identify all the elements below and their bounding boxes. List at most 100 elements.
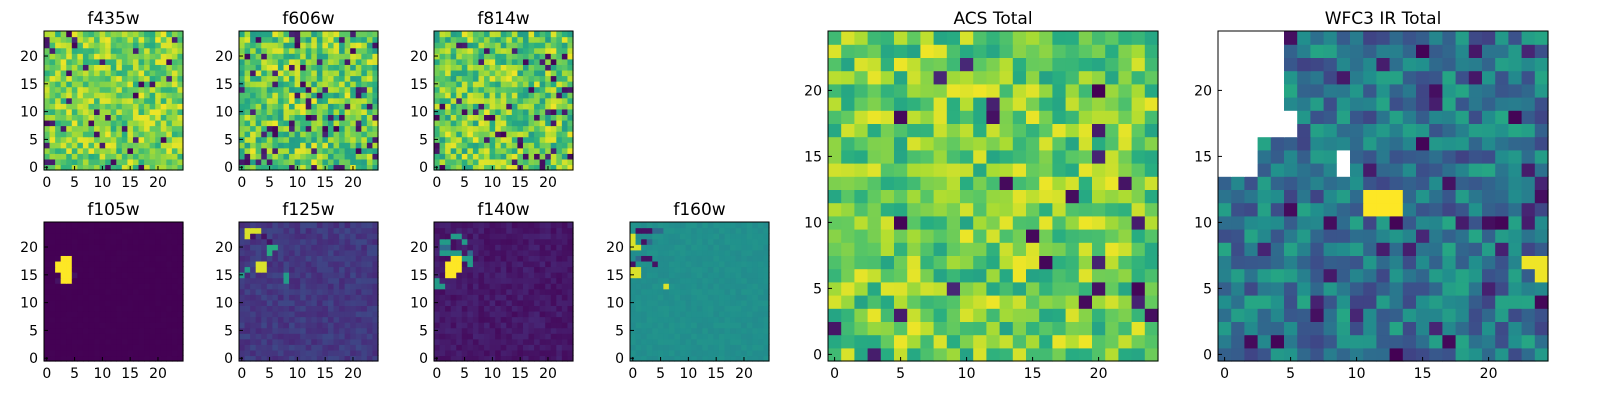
- heatmap-cell: [322, 344, 329, 351]
- heatmap-cell: [506, 349, 513, 357]
- heatmap-cell: [450, 349, 457, 357]
- heatmap-cell: [450, 86, 457, 93]
- heatmap-cell: [355, 136, 362, 143]
- heatmap-cell: [467, 249, 474, 256]
- heatmap-cell: [920, 281, 935, 296]
- heatmap-cell: [920, 176, 935, 190]
- heatmap-cell: [539, 238, 546, 245]
- heatmap-cell: [71, 136, 78, 143]
- heatmap-cell: [160, 86, 167, 93]
- heatmap-cell: [77, 97, 84, 104]
- heatmap-cell: [344, 344, 351, 351]
- heatmap-cell: [685, 233, 692, 240]
- heatmap-cell: [561, 288, 569, 295]
- heatmap-cell: [500, 355, 507, 362]
- heatmap-cell: [138, 86, 145, 93]
- heatmap-cell: [511, 131, 518, 138]
- heatmap-cell: [478, 266, 485, 273]
- heatmap-cell: [450, 266, 457, 273]
- heatmap-cell: [467, 305, 474, 312]
- heatmap-cell: [680, 222, 687, 229]
- heatmap-cell: [66, 108, 73, 115]
- heatmap-cell: [322, 255, 329, 262]
- heatmap-cell: [149, 272, 156, 279]
- heatmap-cell: [266, 255, 273, 262]
- heatmap-cell: [127, 294, 134, 301]
- heatmap-cell: [49, 277, 56, 284]
- heatmap-cell: [461, 288, 468, 295]
- heatmap-cell: [88, 153, 95, 160]
- heatmap-cell: [495, 333, 502, 340]
- heatmap-cell: [344, 272, 351, 279]
- heatmap-cell: [66, 322, 73, 329]
- heatmap-cell: [300, 58, 307, 65]
- heatmap-cell: [372, 227, 379, 234]
- heatmap-cell: [155, 227, 162, 234]
- heatmap-cell: [752, 249, 759, 256]
- heatmap-cell: [450, 249, 457, 256]
- heatmap-cell: [522, 305, 530, 312]
- heatmap-cell: [467, 266, 474, 273]
- heatmap-cell: [60, 294, 67, 301]
- heatmap-cell: [973, 163, 987, 177]
- heatmap-cell: [366, 92, 374, 99]
- heatmap-cell: [478, 288, 485, 295]
- heatmap-cell: [333, 327, 340, 334]
- heatmap-cell: [66, 131, 73, 138]
- heatmap-cell: [556, 305, 563, 312]
- heatmap-cell: [305, 338, 312, 345]
- heatmap-cell: [561, 31, 569, 38]
- heatmap-cell: [116, 147, 123, 154]
- heatmap-cell: [522, 31, 530, 38]
- heatmap-cell: [99, 277, 106, 284]
- heatmap-cell: [66, 58, 73, 65]
- heatmap-cell: [467, 277, 474, 284]
- heatmap-cell: [88, 322, 95, 329]
- heatmap-cell: [110, 142, 117, 149]
- heatmap-cell: [44, 147, 51, 154]
- heatmap-cell: [691, 266, 698, 273]
- x-tick-label: 5: [656, 366, 665, 382]
- heatmap-cell: [635, 233, 642, 240]
- heatmap-cell: [1131, 136, 1146, 151]
- heatmap-cell: [439, 272, 446, 279]
- heatmap-cell: [550, 244, 557, 251]
- heatmap-cell: [110, 322, 117, 329]
- heatmap-cell: [517, 260, 524, 268]
- heatmap-cell: [105, 147, 112, 154]
- heatmap-cell: [138, 158, 145, 166]
- heatmap-cell: [567, 238, 574, 245]
- heatmap-cell: [60, 305, 67, 312]
- heatmap-cell: [160, 305, 167, 312]
- heatmap-cell: [707, 349, 714, 357]
- heatmap-cell: [60, 327, 67, 334]
- heatmap-cell: [1092, 229, 1106, 243]
- heatmap-cell: [439, 75, 446, 82]
- heatmap-cell: [467, 260, 474, 268]
- heatmap-cell: [545, 249, 552, 256]
- heatmap-cell: [450, 75, 457, 82]
- heatmap-cell: [646, 260, 653, 268]
- heatmap-cell: [713, 344, 720, 351]
- heatmap-cell: [355, 322, 362, 329]
- heatmap-cell: [718, 294, 726, 301]
- heatmap-cell: [121, 131, 128, 138]
- heatmap-cell: [545, 47, 552, 54]
- heatmap-cell: [272, 233, 279, 240]
- heatmap-cell: [300, 31, 307, 38]
- heatmap-cell: [166, 222, 173, 229]
- heatmap-cell: [894, 110, 908, 124]
- heatmap-cell: [55, 260, 62, 268]
- heatmap-cell: [350, 349, 357, 357]
- heatmap-cell: [110, 75, 117, 82]
- heatmap-cell: [132, 249, 140, 256]
- heatmap-cell: [946, 334, 961, 349]
- heatmap-cell: [77, 81, 84, 88]
- heatmap-cell: [355, 266, 362, 273]
- heatmap-cell: [478, 42, 485, 49]
- heatmap-cell: [333, 310, 340, 318]
- heatmap-cell: [160, 299, 167, 306]
- heatmap-cell: [88, 333, 95, 340]
- heatmap-cell: [668, 249, 676, 256]
- heatmap-cell: [489, 322, 496, 329]
